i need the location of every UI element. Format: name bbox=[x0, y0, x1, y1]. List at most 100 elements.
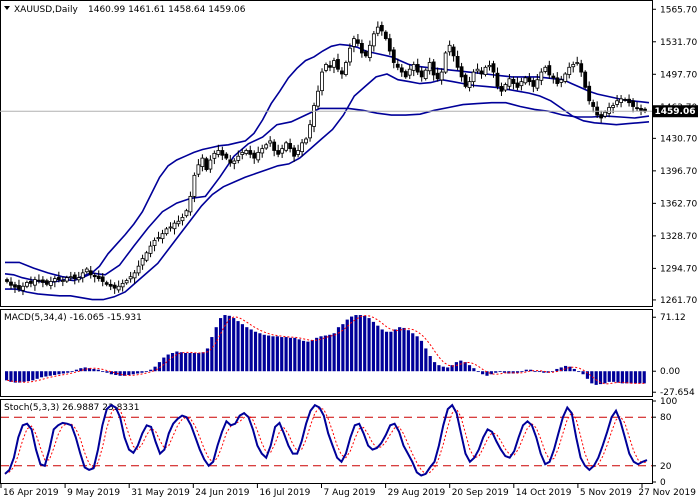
candle-body bbox=[192, 174, 197, 197]
candle-body bbox=[13, 284, 17, 288]
macd-bar bbox=[18, 371, 22, 383]
candle-body bbox=[391, 49, 396, 63]
macd-bar bbox=[376, 325, 380, 372]
macd-bar bbox=[105, 371, 109, 373]
candle-body bbox=[459, 66, 464, 78]
macd-bar bbox=[633, 371, 638, 384]
stoch-tick-label: 20 bbox=[660, 462, 672, 472]
macd-bar bbox=[402, 327, 406, 372]
candle-body bbox=[579, 63, 584, 73]
macd-bar bbox=[92, 368, 96, 372]
macd-bar bbox=[437, 365, 441, 372]
candle-body bbox=[467, 81, 472, 88]
candle-body bbox=[443, 52, 448, 73]
candle-body bbox=[503, 84, 508, 91]
macd-bar bbox=[258, 333, 262, 372]
macd-bar bbox=[411, 333, 415, 372]
candle-body bbox=[260, 148, 265, 154]
macd-tick-label: 0.00 bbox=[660, 367, 680, 377]
candle-body bbox=[499, 86, 504, 92]
candle-body bbox=[168, 226, 173, 229]
macd-bar bbox=[101, 371, 105, 373]
price-panel: 1565.701531.701497.701463.701430.701396.… bbox=[0, 0, 698, 307]
macd-bar bbox=[603, 371, 607, 384]
candle-body bbox=[236, 155, 241, 161]
macd-bar bbox=[293, 337, 297, 372]
candle-body bbox=[112, 284, 117, 289]
bollinger-bands bbox=[4, 43, 650, 301]
macd-bar bbox=[323, 335, 327, 372]
macd-bar bbox=[419, 340, 424, 372]
macd-bar bbox=[127, 371, 131, 376]
macd-bar bbox=[175, 351, 179, 372]
macd-bar bbox=[572, 368, 576, 372]
macd-bar bbox=[271, 336, 275, 372]
candle-body bbox=[284, 142, 289, 151]
macd-bar bbox=[223, 315, 227, 372]
macd-bar bbox=[66, 371, 70, 373]
macd-bar bbox=[26, 371, 31, 382]
macd-bar bbox=[463, 362, 467, 372]
macd-bar bbox=[415, 336, 419, 372]
macd-bar bbox=[297, 339, 301, 372]
candle-body bbox=[196, 164, 201, 175]
candle-body bbox=[507, 78, 512, 87]
time-tick-label: 31 May 2019 bbox=[131, 488, 190, 498]
candle-body bbox=[312, 105, 316, 127]
candle-body bbox=[268, 140, 273, 144]
macd-bar bbox=[393, 329, 397, 372]
candle-body bbox=[607, 107, 612, 114]
candle-body bbox=[387, 38, 392, 52]
time-tick-label: 29 Aug 2019 bbox=[388, 488, 446, 498]
candle-body bbox=[591, 102, 596, 107]
price-candles bbox=[5, 21, 647, 296]
macd-bar bbox=[612, 371, 616, 382]
candle-body bbox=[144, 252, 149, 261]
candle-body bbox=[539, 71, 544, 81]
candle-body bbox=[627, 98, 631, 104]
symbol-title: XAUUSD,Daily bbox=[14, 5, 78, 15]
candle-body bbox=[184, 210, 189, 217]
macd-bar bbox=[328, 334, 332, 372]
candle-body bbox=[29, 280, 33, 284]
candle-body bbox=[571, 64, 576, 68]
macd-bar bbox=[498, 371, 502, 373]
candle-body bbox=[487, 64, 492, 68]
candle-body bbox=[288, 143, 293, 149]
candle-body bbox=[172, 222, 177, 230]
candle-body bbox=[320, 71, 324, 92]
candle-body bbox=[555, 77, 560, 84]
candle-body bbox=[156, 237, 161, 240]
macd-bar bbox=[367, 318, 371, 372]
candle-body bbox=[463, 74, 468, 87]
macd-bar bbox=[35, 371, 39, 379]
macd-bar bbox=[494, 371, 498, 373]
macd-bar bbox=[245, 327, 249, 372]
candle-body bbox=[64, 277, 69, 282]
macd-bar bbox=[170, 353, 175, 372]
candle-body bbox=[356, 39, 360, 44]
macd-bar bbox=[249, 329, 253, 372]
candle-body bbox=[80, 272, 85, 279]
candle-body bbox=[352, 38, 356, 47]
macd-bar bbox=[467, 365, 472, 372]
candle-body bbox=[272, 141, 277, 151]
time-axis: 16 Apr 2019 9 May 2019 31 May 2019 24 Jun 2… bbox=[0, 484, 696, 498]
candle-body bbox=[415, 64, 420, 73]
candle-body bbox=[84, 268, 89, 273]
candle-body bbox=[547, 65, 552, 76]
collapse-triangle-icon[interactable] bbox=[4, 6, 10, 10]
candle-body bbox=[220, 150, 225, 156]
macd-bar bbox=[559, 367, 563, 372]
stoch-tick-label: 80 bbox=[660, 413, 672, 423]
candle-body bbox=[619, 98, 623, 103]
candle-body bbox=[240, 152, 245, 155]
macd-bar bbox=[568, 366, 572, 372]
macd-bar bbox=[188, 353, 192, 372]
macd-bar bbox=[109, 371, 113, 375]
candle-body bbox=[200, 157, 205, 167]
candle-body bbox=[611, 105, 616, 108]
candle-body bbox=[603, 111, 608, 117]
macd-bar bbox=[253, 331, 258, 372]
